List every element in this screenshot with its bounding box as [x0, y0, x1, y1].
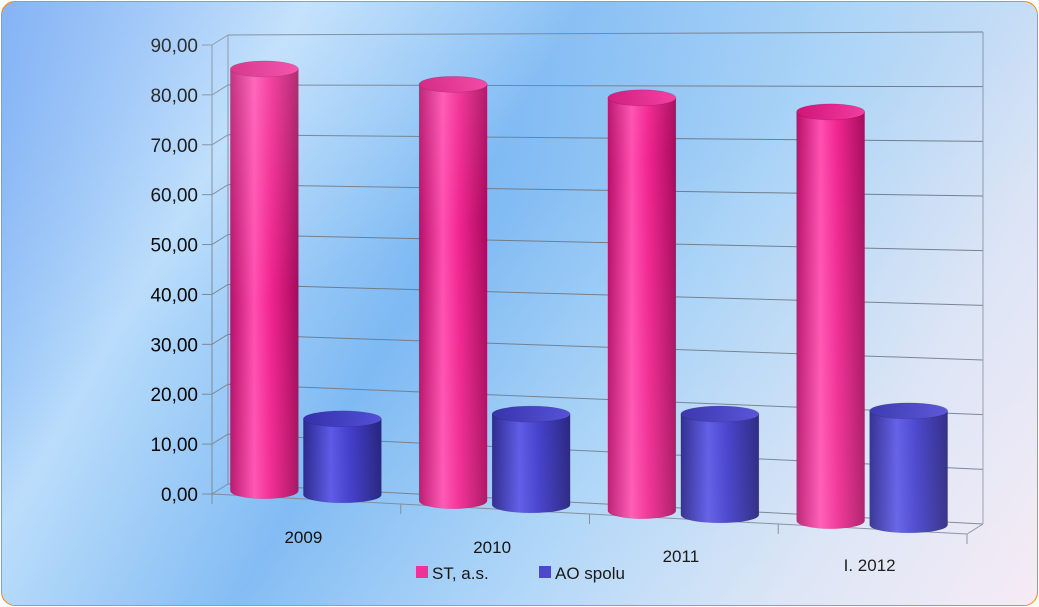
bar-body — [491, 413, 571, 514]
gridline-side — [211, 34, 229, 46]
legend-label: ST, a.s. — [432, 564, 489, 583]
bar — [230, 60, 299, 500]
labels-layer: 0,00 10,00 20,00 30,00 40,00 50,00 60,00 70,00 8… — [150, 36, 895, 575]
bar-top — [303, 410, 382, 428]
bar-body — [680, 413, 760, 524]
gridline-side — [211, 483, 229, 495]
gridline-side — [211, 383, 229, 395]
bar-body — [230, 68, 299, 500]
gridline — [227, 184, 984, 197]
y-tick-label: 0,00 — [161, 485, 198, 506]
bar-top — [607, 89, 677, 107]
legend-swatch — [416, 566, 428, 578]
bar-body — [869, 410, 948, 534]
bar-body — [303, 418, 382, 504]
x-tick-label: 2011 — [663, 547, 700, 566]
bar-top — [869, 402, 948, 420]
y-tick-label: 70,00 — [150, 136, 198, 157]
x-tick-label: 2010 — [473, 538, 511, 557]
gridline — [227, 31, 984, 36]
bar-top — [796, 103, 865, 121]
y-tick-label: 40,00 — [150, 285, 198, 306]
gridline — [227, 333, 984, 361]
bar-top — [491, 405, 571, 423]
legend-item: ST, a.s. — [416, 564, 489, 583]
bar — [418, 76, 488, 510]
y-tick-label: 60,00 — [150, 186, 198, 207]
gridline-side — [211, 284, 229, 295]
y-tick-label: 10,00 — [150, 435, 198, 456]
bar-top — [418, 76, 488, 93]
bar-body — [796, 111, 865, 530]
gridline — [227, 234, 984, 252]
bar-body — [607, 97, 677, 520]
gridline — [227, 134, 984, 142]
gridline-side — [211, 184, 229, 196]
bar — [491, 405, 571, 514]
legend-item: AO spolu — [539, 564, 625, 583]
bar — [869, 402, 948, 534]
floor-edge — [966, 523, 984, 535]
legend-swatch — [539, 566, 551, 578]
gridline-side — [211, 333, 229, 345]
x-tick-label: 2009 — [284, 528, 322, 547]
legend: ST, a.s. AO spolu — [416, 564, 625, 583]
y-tick-label: 50,00 — [150, 236, 198, 257]
bar-top — [680, 405, 760, 423]
gridline-side — [211, 433, 229, 445]
bar — [303, 410, 382, 504]
gridline — [227, 283, 984, 306]
bar-top — [230, 60, 299, 78]
bars-layer — [230, 60, 948, 534]
bar — [680, 405, 760, 524]
gridline-side — [211, 234, 229, 245]
bar — [796, 103, 865, 530]
gridline-side — [211, 134, 229, 146]
legend-label: AO spolu — [555, 564, 625, 583]
bar — [607, 89, 677, 520]
y-tick-label: 90,00 — [150, 36, 198, 57]
gridline — [227, 84, 984, 88]
y-tick-label: 80,00 — [150, 86, 198, 107]
x-tick-label: I. 2012 — [844, 556, 896, 575]
y-tick-label: 30,00 — [150, 335, 198, 356]
gridline-side — [211, 84, 229, 96]
y-tick-label: 20,00 — [150, 385, 198, 406]
bar-body — [418, 84, 488, 510]
